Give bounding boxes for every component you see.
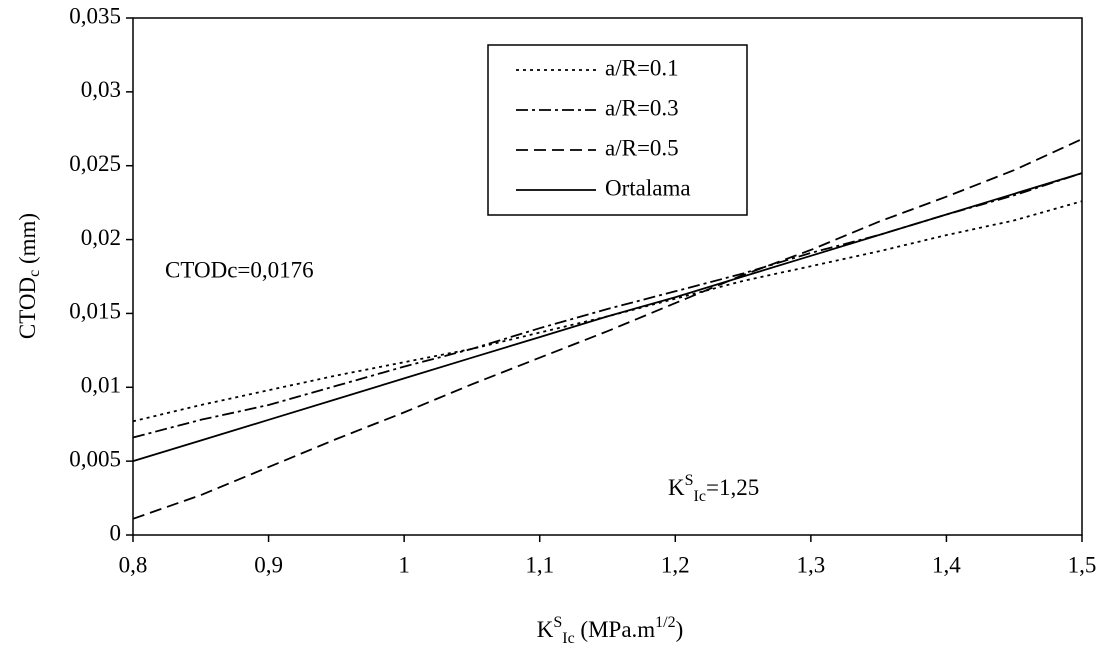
x-tick-label: 1,2 [661, 552, 690, 577]
y-tick-label: 0,025 [69, 151, 121, 176]
y-label-sub: c [26, 270, 43, 277]
series-line [132, 200, 1083, 423]
y-tick-label: 0,02 [81, 225, 121, 250]
series-line [132, 138, 1083, 520]
annotation-base: K [668, 475, 685, 500]
x-label-sup: S [553, 614, 562, 631]
legend-box [487, 44, 748, 216]
x-label-sub: Ic [562, 630, 574, 647]
annotation: CTODc=0,0176 [165, 257, 314, 282]
legend-label: Ortalama [605, 175, 691, 200]
annotation-rest: =1,25 [706, 475, 759, 500]
legend-label: a/R=0.5 [605, 135, 679, 160]
legend-label: a/R=0.3 [605, 95, 679, 120]
y-label-unit: (mm) [15, 213, 40, 270]
y-tick-label: 0,035 [69, 3, 121, 28]
y-tick-label: 0,005 [69, 446, 121, 471]
y-label-base: CTOD [15, 277, 40, 339]
x-label-base: K [537, 617, 554, 642]
x-tick-label: 1,4 [932, 552, 961, 577]
x-tick-label: 1,5 [1068, 552, 1097, 577]
x-axis-label: KSIc (MPa.m1/2) [537, 614, 684, 647]
x-tick-label: 0,8 [119, 552, 148, 577]
y-tick-label: 0,03 [81, 77, 121, 102]
x-tick-label: 1 [398, 552, 410, 577]
y-tick-label: 0,01 [81, 373, 121, 398]
plot-frame [132, 17, 1083, 536]
y-tick-label: 0 [110, 520, 122, 545]
x-label-unit-sup: 1/2 [655, 614, 675, 631]
x-tick-label: 1,1 [525, 552, 554, 577]
y-axis-label: CTODc (mm) [15, 213, 42, 339]
legend-label: a/R=0.1 [605, 55, 679, 80]
x-tick-label: 1,3 [796, 552, 825, 577]
y-tick-label: 0,015 [69, 299, 121, 324]
annotation-sup: S [685, 472, 694, 489]
x-label-unit: (MPa.m [575, 617, 656, 642]
annotation-sub: Ic [694, 488, 706, 505]
x-tick-label: 0,9 [254, 552, 283, 577]
series-line [132, 172, 1083, 439]
x-label-end: ) [676, 617, 684, 642]
annotation: KSIc=1,25 [668, 472, 759, 505]
series-line [132, 172, 1083, 462]
